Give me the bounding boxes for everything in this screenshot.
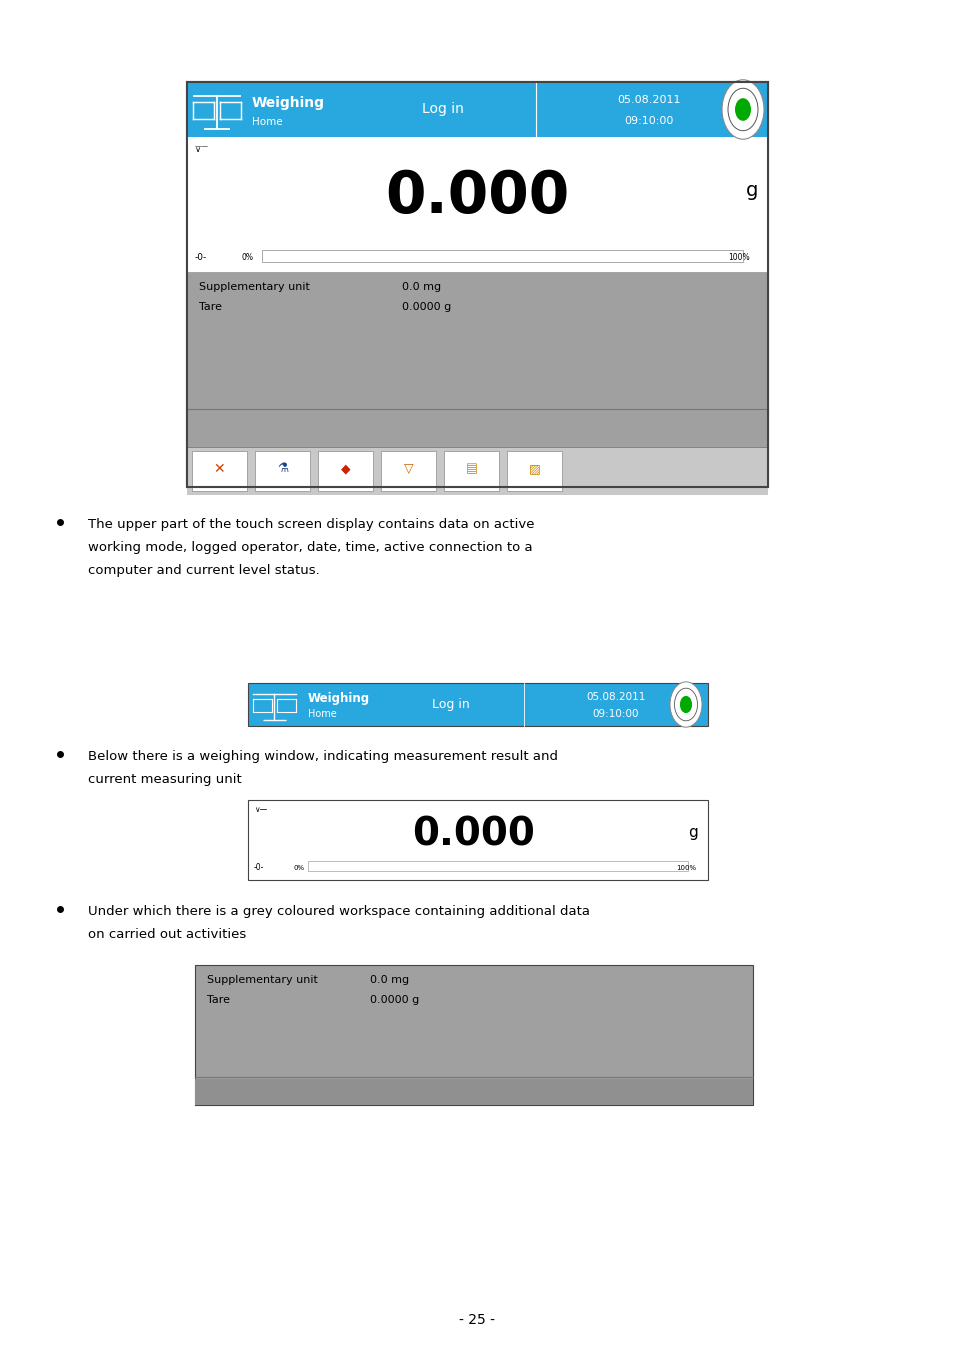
Bar: [187, 447, 767, 495]
Text: ∨: ∨: [194, 144, 201, 154]
Text: ▨: ▨: [528, 463, 539, 475]
Text: ——: ——: [194, 143, 209, 148]
Text: Log in: Log in: [421, 103, 463, 116]
Text: ⚗: ⚗: [276, 463, 288, 475]
Bar: [187, 271, 767, 447]
Text: computer and current level status.: computer and current level status.: [88, 564, 319, 576]
Text: ◆: ◆: [340, 463, 350, 475]
Text: 05.08.2011: 05.08.2011: [617, 95, 679, 105]
Bar: [192, 451, 247, 491]
Text: on carried out activities: on carried out activities: [88, 927, 246, 941]
Bar: [254, 451, 310, 491]
Text: 09:10:00: 09:10:00: [592, 709, 639, 720]
Text: 0%: 0%: [242, 254, 253, 262]
Text: 100%: 100%: [727, 254, 749, 262]
Text: 0.0000 g: 0.0000 g: [370, 995, 418, 1004]
Circle shape: [721, 80, 763, 139]
Bar: [248, 801, 707, 880]
Text: 0.0 mg: 0.0 mg: [401, 282, 440, 292]
Text: Weighing: Weighing: [252, 96, 325, 109]
Text: 0%: 0%: [293, 865, 304, 871]
Text: ▽: ▽: [403, 463, 413, 475]
Bar: [443, 451, 498, 491]
Bar: [248, 683, 707, 726]
Bar: [187, 136, 767, 271]
Text: The upper part of the touch screen display contains data on active: The upper part of the touch screen displ…: [88, 518, 534, 531]
Text: Supplementary unit: Supplementary unit: [199, 282, 310, 292]
Text: Log in: Log in: [431, 698, 469, 711]
Bar: [194, 1079, 752, 1106]
Text: Weighing: Weighing: [308, 691, 370, 705]
Text: -0-: -0-: [194, 254, 207, 262]
Circle shape: [679, 695, 691, 713]
Text: Tare: Tare: [199, 302, 222, 312]
Bar: [262, 250, 742, 262]
Text: 0.000: 0.000: [412, 815, 535, 853]
Text: Below there is a weighing window, indicating measurement result and: Below there is a weighing window, indica…: [88, 751, 558, 763]
Bar: [194, 965, 752, 1106]
Text: 0.0 mg: 0.0 mg: [370, 975, 409, 985]
Circle shape: [669, 682, 701, 728]
Text: 05.08.2011: 05.08.2011: [586, 693, 645, 702]
Text: 100%: 100%: [675, 865, 696, 871]
Text: 0.000: 0.000: [385, 167, 569, 225]
Text: g: g: [745, 181, 758, 201]
Bar: [317, 451, 373, 491]
Text: ▤: ▤: [465, 463, 476, 475]
Text: ✕: ✕: [213, 462, 225, 477]
Circle shape: [734, 99, 750, 120]
Bar: [380, 451, 436, 491]
Text: 09:10:00: 09:10:00: [623, 116, 673, 126]
Text: Home: Home: [252, 116, 282, 127]
Text: 0.0000 g: 0.0000 g: [401, 302, 451, 312]
Text: - 25 -: - 25 -: [458, 1314, 495, 1327]
Bar: [308, 861, 687, 871]
Bar: [506, 451, 561, 491]
Bar: [187, 82, 767, 487]
Text: Tare: Tare: [207, 995, 230, 1004]
Text: current measuring unit: current measuring unit: [88, 774, 241, 786]
Text: Home: Home: [308, 709, 336, 720]
Bar: [187, 82, 767, 136]
Text: Under which there is a grey coloured workspace containing additional data: Under which there is a grey coloured wor…: [88, 904, 589, 918]
Text: g: g: [687, 825, 698, 840]
Text: -0-: -0-: [253, 864, 264, 872]
Text: Supplementary unit: Supplementary unit: [207, 975, 317, 985]
Text: ∨—: ∨—: [253, 805, 267, 814]
Text: working mode, logged operator, date, time, active connection to a: working mode, logged operator, date, tim…: [88, 541, 532, 554]
Bar: [187, 82, 767, 487]
